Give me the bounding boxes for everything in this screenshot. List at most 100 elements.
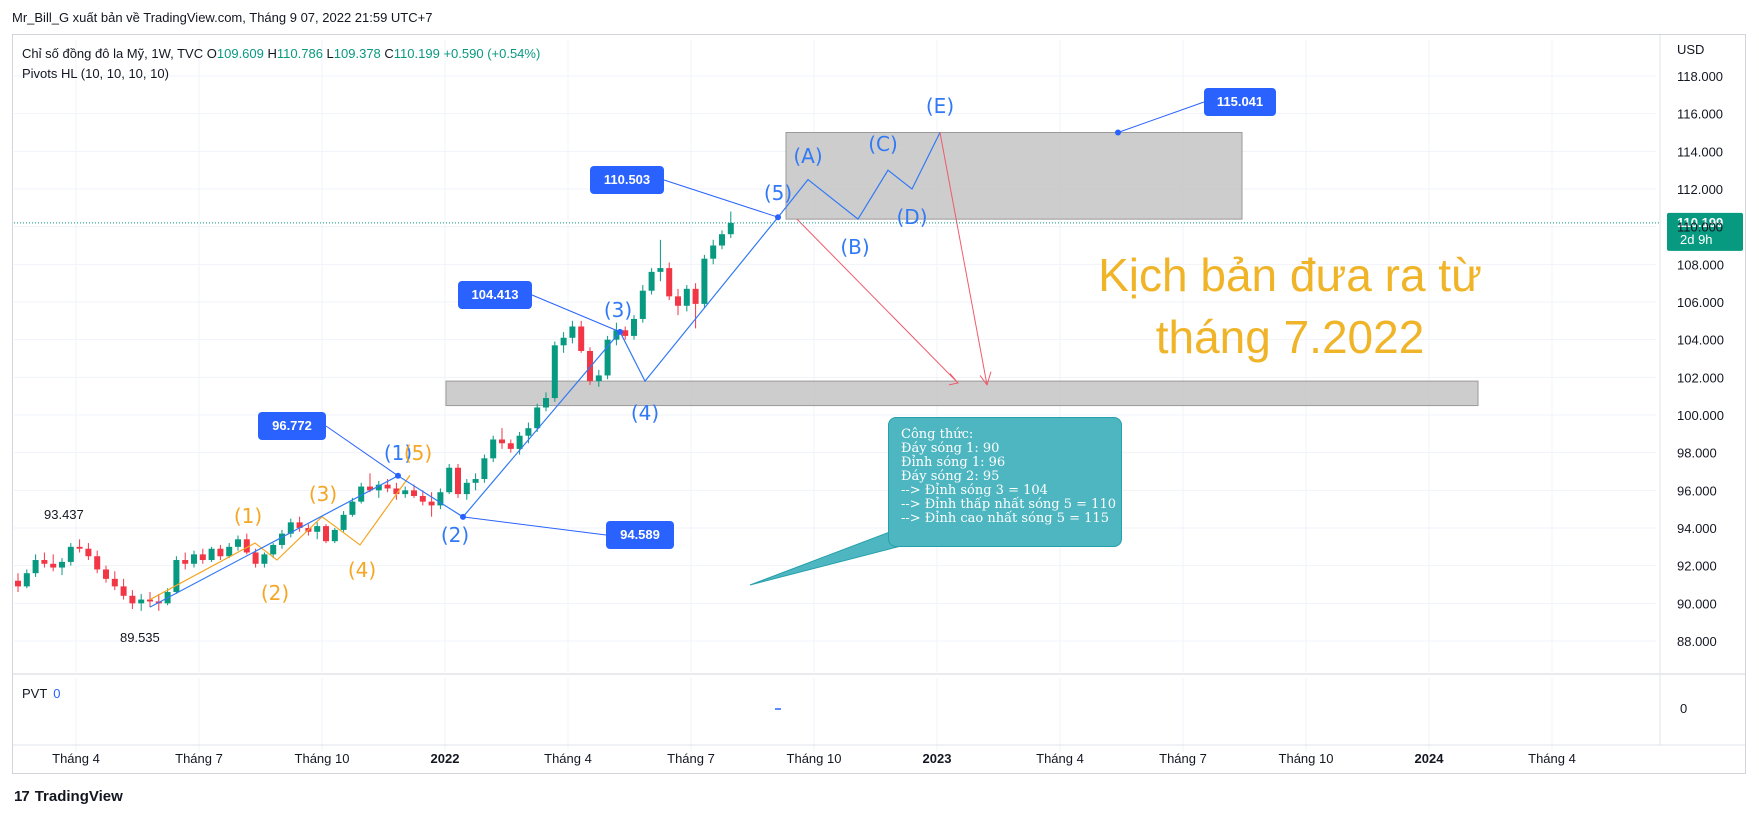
pvt-legend[interactable]: PVT 0 — [22, 686, 61, 701]
candle-body — [481, 458, 488, 480]
price-label-text: 94.589 — [620, 527, 660, 542]
change-value: +0.590 (+0.54%) — [443, 46, 541, 61]
candle-body — [525, 428, 532, 436]
price-label-leader — [462, 516, 607, 536]
open-label: O — [206, 46, 217, 61]
candle-body — [217, 548, 224, 557]
last-price-badge — [1667, 212, 1743, 251]
candle-body — [534, 407, 541, 429]
orange-wave-label: (3) — [309, 482, 337, 506]
red-arrow-1 — [796, 218, 959, 384]
time-tick: Tháng 10 — [295, 751, 350, 766]
price-label-text: 104.413 — [472, 287, 519, 302]
candle-body — [648, 271, 655, 291]
price-label-text: 96.772 — [272, 418, 312, 433]
orange-wave-label: (5) — [404, 441, 432, 465]
candle-body — [507, 443, 514, 449]
indicator-name[interactable]: Pivots HL (10, 10, 10, 10) — [22, 66, 169, 81]
blue-wave-label: (3) — [604, 298, 632, 322]
candle-body — [76, 546, 83, 549]
candle-body — [59, 561, 65, 568]
symbol-name[interactable]: Chỉ số đồng đô la Mỹ, 1W, TVC — [22, 46, 204, 61]
pvt-tick: 0 — [1680, 701, 1687, 716]
candle-body — [349, 501, 356, 515]
candle-body — [622, 330, 629, 336]
price-tick: 88.000 — [1677, 634, 1717, 649]
countdown-value: 2d 9h — [1680, 232, 1713, 247]
price-label-dot — [1115, 129, 1121, 136]
price-label-leader — [531, 294, 621, 333]
candle-body — [199, 554, 206, 561]
close-value: 110.199 — [393, 46, 440, 61]
chart-frame[interactable] — [12, 34, 1746, 774]
price-tick: 112.000 — [1677, 182, 1723, 197]
price-label-dot — [395, 472, 401, 479]
candle-body — [94, 556, 101, 570]
candles — [15, 211, 734, 611]
low-label: L — [326, 46, 334, 61]
formula-line: --> Đỉnh cao nhất sóng 5 = 115 — [901, 511, 1109, 526]
time-tick: 2024 — [1415, 751, 1445, 766]
formula-line: --> Đỉnh thấp nhất sóng 5 = 110 — [901, 497, 1116, 512]
candle-body — [437, 492, 444, 506]
red-arrowhead-2 — [979, 371, 992, 386]
pivot-low-label: 89.535 — [120, 630, 160, 645]
pvt-value: 0 — [53, 686, 61, 701]
price-tick: 90.000 — [1677, 596, 1717, 611]
price-tick: 102.000 — [1677, 370, 1724, 385]
candle-body — [129, 595, 136, 604]
candle-body — [138, 599, 145, 604]
symbol-legend[interactable]: Chỉ số đồng đô la Mỹ, 1W, TVC O109.609 H… — [22, 44, 540, 84]
scenario-text[interactable]: Kịch bản đưa ra từ tháng 7.2022 — [1040, 244, 1540, 368]
candle-body — [472, 479, 479, 483]
time-tick: Tháng 4 — [52, 751, 100, 766]
price-label-box — [606, 521, 674, 549]
candle-body — [182, 560, 189, 564]
tradingview-logo[interactable]: 17 TradingView — [14, 788, 123, 805]
candle-body — [120, 586, 127, 596]
candle-body — [287, 522, 294, 534]
orange-wave-label: (4) — [348, 558, 376, 582]
candle-body — [393, 488, 400, 495]
candle-body — [261, 554, 268, 564]
abcde-wave-label: (E) — [926, 94, 954, 118]
candle-body — [358, 486, 365, 502]
candle-body — [23, 573, 30, 587]
candle-body — [692, 288, 699, 304]
time-tick: Tháng 10 — [1279, 751, 1334, 766]
candle-body — [384, 484, 391, 489]
candle-body — [595, 375, 602, 382]
candle-body — [490, 439, 497, 459]
price-tick: 104.000 — [1677, 333, 1724, 348]
formula-line: Đáy sóng 2: 95 — [901, 469, 1000, 484]
candle-body — [235, 539, 241, 547]
candle-body — [252, 552, 259, 564]
abcde-wave-label: (C) — [868, 132, 898, 156]
candle-body — [173, 560, 180, 593]
zones — [445, 132, 1479, 407]
price-tick: 100.000 — [1677, 408, 1724, 423]
formula-line: --> Đỉnh sóng 3 = 104 — [901, 483, 1048, 498]
price-label-leader — [325, 425, 399, 477]
orange-wave-label: (2) — [261, 581, 289, 605]
candle-body — [639, 290, 646, 319]
price-tick: 110.000 — [1677, 220, 1723, 235]
candle-body — [85, 548, 92, 557]
candle-body — [402, 490, 409, 495]
support-zone — [445, 380, 1479, 407]
price-tick: 108.000 — [1677, 257, 1724, 272]
candle-body — [67, 546, 74, 562]
candle-body — [560, 337, 567, 346]
candle-body — [463, 482, 470, 495]
candle-body — [719, 234, 725, 246]
candle-body — [613, 330, 620, 340]
candle-body — [675, 296, 681, 306]
candle-body — [296, 522, 303, 528]
blue-wave-label: (4) — [631, 401, 659, 425]
candle-body — [551, 345, 558, 399]
formula-callout[interactable]: Công thức: Đáy sóng 1: 90 Đỉnh sóng 1: 9… — [888, 417, 1122, 547]
candle-body — [331, 529, 338, 542]
high-value: 110.786 — [276, 46, 323, 61]
candle-body — [569, 326, 576, 338]
